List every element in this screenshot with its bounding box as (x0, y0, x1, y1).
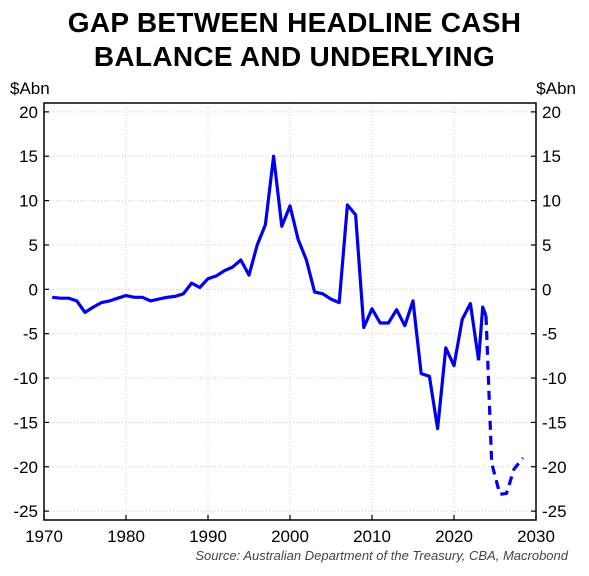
chart-title-line-1: GAP BETWEEN HEADLINE CASH (67, 7, 522, 38)
axis-ticks (43, 111, 537, 520)
actual-series-line (52, 154, 481, 431)
y-tick-label-left: -15 (13, 413, 38, 432)
y-tick-label-right: 10 (542, 192, 561, 211)
y-tick-label-left: 20 (19, 103, 38, 122)
y-tick-label-left: 10 (19, 192, 38, 211)
x-tick-label: 2030 (517, 527, 555, 546)
gridlines (44, 103, 536, 520)
y-tick-label-left: 15 (19, 147, 38, 166)
x-tick-label: 1980 (107, 527, 145, 546)
y-tick-label-right: 0 (542, 280, 551, 299)
x-tick-label: 2000 (271, 527, 309, 546)
actual-series-line (477, 305, 488, 361)
y-tick-label-right: -5 (542, 325, 557, 344)
y-tick-label-left: -20 (13, 458, 38, 477)
chart-title: GAP BETWEEN HEADLINE CASH BALANCE AND UN… (0, 6, 589, 74)
y-tick-label-left: -25 (13, 502, 38, 521)
y-tick-label-left: -5 (23, 325, 38, 344)
y-tick-label-right: -15 (542, 413, 567, 432)
data-series (52, 154, 525, 496)
x-tick-label: 2020 (435, 527, 473, 546)
y-tick-label-left: 5 (29, 236, 38, 255)
x-tick-label: 2010 (353, 527, 391, 546)
x-tick-label: 1990 (189, 527, 227, 546)
y-tick-label-right: 15 (542, 147, 561, 166)
y-tick-label-right: -10 (542, 369, 567, 388)
y-axis-unit-left: $Abn (10, 79, 50, 98)
y-tick-label-right: 5 (542, 236, 551, 255)
y-tick-label-left: 0 (29, 280, 38, 299)
chart-title-line-2: BALANCE AND UNDERLYING (93, 41, 496, 72)
x-tick-label: 1970 (25, 527, 63, 546)
y-tick-label-right: -20 (542, 458, 567, 477)
forecast-series-line (484, 315, 525, 496)
source-note: Source: Australian Department of the Tre… (195, 548, 568, 563)
y-tick-label-right: 20 (542, 103, 561, 122)
y-tick-label-right: -25 (542, 502, 567, 521)
y-tick-label-left: -10 (13, 369, 38, 388)
y-axis-unit-right: $Abn (536, 79, 576, 98)
